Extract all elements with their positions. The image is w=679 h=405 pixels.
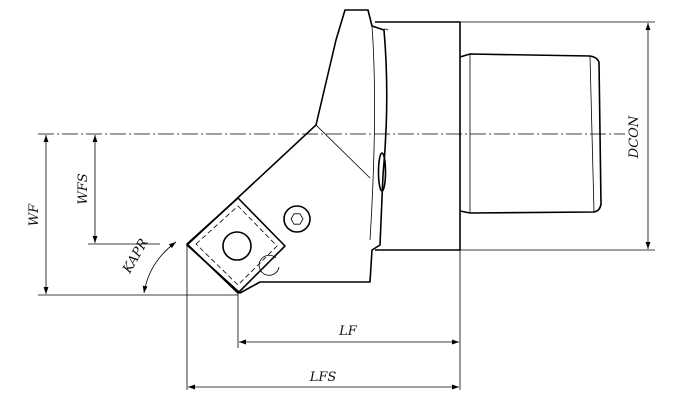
holder-shank xyxy=(375,21,461,251)
clamp-screw-icon xyxy=(283,205,311,233)
label-lfs: LFS xyxy=(309,370,337,385)
dimension-wf: WF xyxy=(27,135,49,294)
dimension-lfs: LFS xyxy=(188,370,459,390)
dimension-dcon: DCON xyxy=(627,23,651,249)
coupling-cylinder xyxy=(459,53,602,214)
dimension-kapr: KAPR xyxy=(120,236,177,294)
cutting-insert xyxy=(186,197,286,294)
holder-head xyxy=(186,9,389,294)
label-dcon: DCON xyxy=(627,115,642,159)
label-kapr: KAPR xyxy=(120,236,152,277)
extension-lines xyxy=(38,21,655,390)
label-wfs: WFS xyxy=(76,173,91,204)
dimension-lf: LF xyxy=(239,324,459,345)
dimension-wfs: WFS xyxy=(76,135,98,243)
label-wf: WF xyxy=(27,203,42,226)
head-slot xyxy=(377,152,387,192)
label-lf: LF xyxy=(338,324,358,339)
